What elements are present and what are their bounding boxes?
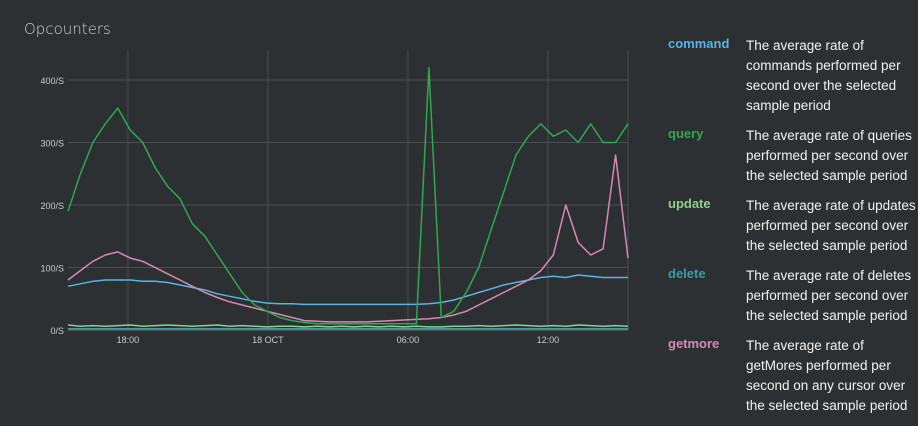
- y-tick-label: 300/S: [40, 139, 64, 149]
- legend-item-query: query The average rate of queries perfor…: [660, 126, 918, 196]
- series-line-update: [67, 324, 629, 328]
- legend-label-delete[interactable]: delete: [668, 266, 706, 281]
- x-tick-label: 18 OCT: [252, 335, 284, 345]
- x-axis-ticks: 18:00 18 OCT 06:00 12:00: [117, 335, 560, 345]
- x-tick-label: 18:00: [117, 335, 140, 345]
- legend-item-getmore: getmore The average rate of getMores per…: [660, 336, 918, 426]
- x-tick-label: 12:00: [537, 335, 560, 345]
- legend-label-query[interactable]: query: [668, 126, 704, 141]
- legend: command The average rate of commands per…: [660, 36, 918, 426]
- legend-item-delete: delete The average rate of deletes perfo…: [660, 266, 918, 336]
- legend-label-command[interactable]: command: [668, 36, 730, 51]
- y-tick-label: 0/S: [50, 326, 64, 336]
- legend-description-command: The average rate of commands performed p…: [746, 38, 901, 113]
- legend-label-update[interactable]: update: [668, 196, 711, 211]
- legend-description-update: The average rate of updates performed pe…: [746, 198, 916, 253]
- legend-item-command: command The average rate of commands per…: [660, 36, 918, 126]
- legend-description-delete: The average rate of deletes performed pe…: [746, 268, 912, 323]
- legend-item-update: update The average rate of updates perfo…: [660, 196, 918, 266]
- legend-description-getmore: The average rate of getMores performed p…: [746, 338, 908, 413]
- chart-series: [67, 66, 629, 330]
- series-line-command: [67, 274, 628, 306]
- series-line-query: [67, 66, 629, 325]
- panel-title: Opcounters: [24, 20, 111, 38]
- y-tick-label: 100/S: [40, 264, 64, 274]
- y-axis-ticks: 0/S 100/S 200/S 300/S 400/S: [40, 76, 64, 336]
- series-line-getmore: [67, 154, 629, 323]
- x-tick-label: 06:00: [397, 335, 420, 345]
- chart-grid: [68, 50, 629, 331]
- y-tick-label: 200/S: [40, 201, 64, 211]
- y-tick-label: 400/S: [40, 76, 64, 86]
- opcounters-chart: 0/S 100/S 200/S 300/S 400/S 18:00 18 OCT 06:00…: [40, 50, 629, 345]
- legend-description-query: The average rate of queries performed pe…: [746, 128, 912, 183]
- legend-label-getmore[interactable]: getmore: [668, 336, 720, 351]
